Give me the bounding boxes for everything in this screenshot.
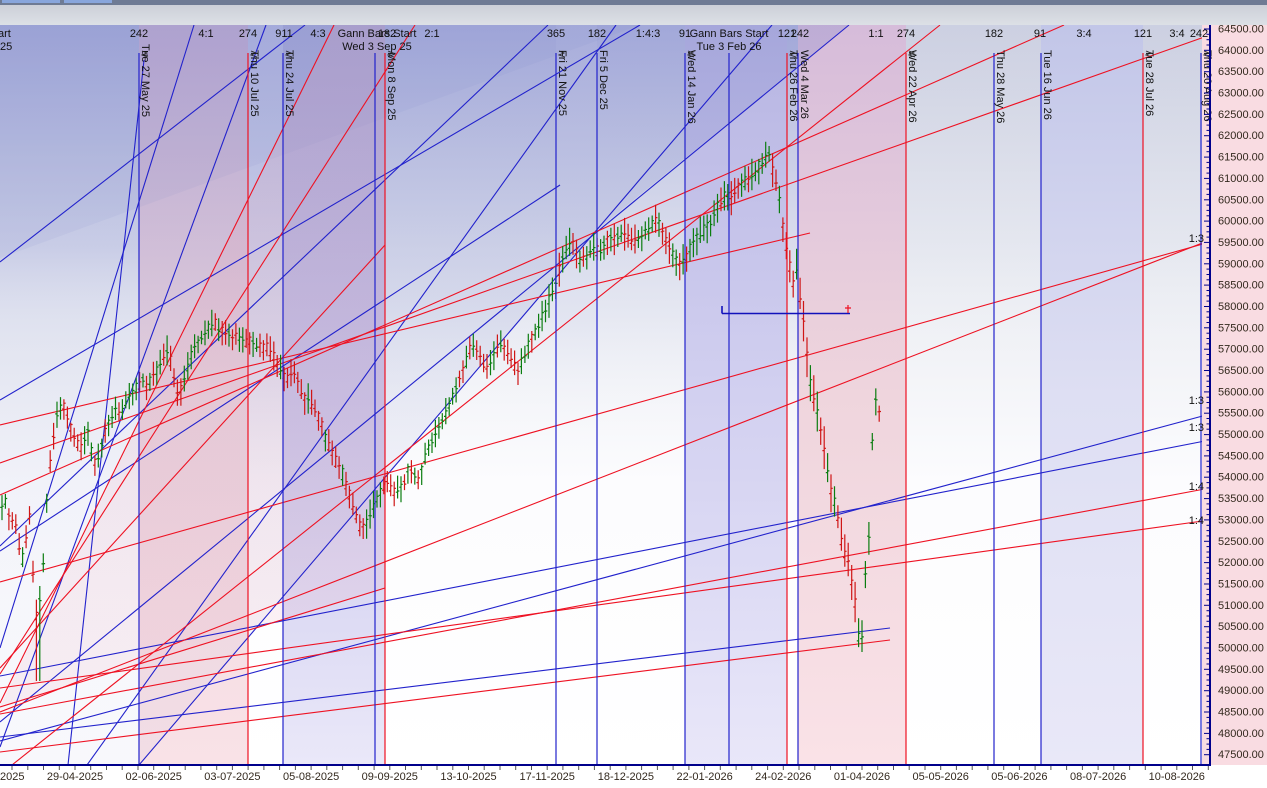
svg-text:62500.00: 62500.00	[1218, 109, 1264, 121]
svg-text:121: 121	[778, 28, 796, 40]
svg-text:48500.00: 48500.00	[1218, 707, 1264, 719]
svg-text:49000.00: 49000.00	[1218, 685, 1264, 697]
svg-text:18-12-2025: 18-12-2025	[598, 771, 654, 783]
svg-text:Wed 22 Apr 26: Wed 22 Apr 26	[906, 50, 918, 123]
svg-text:63000.00: 63000.00	[1218, 88, 1264, 100]
svg-text:50500.00: 50500.00	[1218, 621, 1264, 633]
svg-text:Tue 28 Jul 26: Tue 28 Jul 26	[1143, 50, 1155, 116]
svg-text:Mon 8 Sep 25: Mon 8 Sep 25	[385, 52, 397, 121]
svg-text:49500.00: 49500.00	[1218, 664, 1264, 676]
svg-text:182: 182	[378, 28, 396, 40]
svg-text:55000.00: 55000.00	[1218, 429, 1264, 441]
svg-text:365: 365	[547, 28, 565, 40]
svg-text:121: 121	[1134, 28, 1152, 40]
svg-text:182: 182	[588, 28, 606, 40]
svg-text:47500.00: 47500.00	[1218, 749, 1264, 761]
svg-text:91: 91	[679, 28, 691, 40]
svg-text:62000.00: 62000.00	[1218, 130, 1264, 142]
svg-text:08-07-2026: 08-07-2026	[1070, 771, 1126, 783]
svg-text:54000.00: 54000.00	[1218, 472, 1264, 484]
svg-text:57000.00: 57000.00	[1218, 344, 1264, 356]
svg-text:51500.00: 51500.00	[1218, 579, 1264, 591]
svg-text:1:3: 1:3	[1189, 422, 1204, 434]
svg-text:05-08-2025: 05-08-2025	[283, 771, 339, 783]
svg-text:3:4: 3:4	[1076, 28, 1091, 40]
svg-text:Tue 27 May 25: Tue 27 May 25	[139, 44, 151, 117]
svg-text:Gann Bars Start: Gann Bars Start	[338, 28, 417, 40]
svg-text:911: 911	[275, 28, 293, 40]
svg-text:3:4: 3:4	[1169, 28, 1184, 40]
svg-text:Tue 3 Feb 26: Tue 3 Feb 26	[696, 41, 761, 53]
svg-text:24-02-2026: 24-02-2026	[755, 771, 811, 783]
svg-text:Fri 21 Nov 25: Fri 21 Nov 25	[556, 50, 568, 116]
svg-text:53500.00: 53500.00	[1218, 493, 1264, 505]
svg-text:56000.00: 56000.00	[1218, 386, 1264, 398]
svg-text:1:3: 1:3	[1189, 233, 1204, 245]
svg-text:61000.00: 61000.00	[1218, 173, 1264, 185]
svg-text:Thu 28 May 26: Thu 28 May 26	[994, 50, 1006, 123]
svg-text:242: 242	[791, 28, 809, 40]
svg-text:05-05-2026: 05-05-2026	[913, 771, 969, 783]
svg-text:48000.00: 48000.00	[1218, 728, 1264, 740]
svg-text:03-07-2025: 03-07-2025	[204, 771, 260, 783]
svg-text:17-11-2025: 17-11-2025	[519, 771, 574, 783]
svg-text:Thu 26 Feb 26: Thu 26 Feb 26	[787, 50, 799, 122]
svg-text:59000.00: 59000.00	[1218, 258, 1264, 270]
svg-text:61500.00: 61500.00	[1218, 152, 1264, 164]
svg-text:1:1: 1:1	[868, 28, 883, 40]
svg-text:51000.00: 51000.00	[1218, 600, 1264, 612]
svg-text:55500.00: 55500.00	[1218, 408, 1264, 420]
svg-text:4:3: 4:3	[310, 28, 325, 40]
svg-text:59500.00: 59500.00	[1218, 237, 1264, 249]
svg-text:57500.00: 57500.00	[1218, 322, 1264, 334]
svg-text:Gann Bars Start: Gann Bars Start	[690, 28, 769, 40]
svg-text:1:3: 1:3	[1189, 395, 1204, 407]
svg-text:09-09-2025: 09-09-2025	[362, 771, 418, 783]
svg-text:1:4:3: 1:4:3	[636, 28, 660, 40]
svg-text:13-10-2025: 13-10-2025	[440, 771, 496, 783]
svg-text:Thu 10 Jul 25: Thu 10 Jul 25	[248, 50, 260, 117]
svg-text:64000.00: 64000.00	[1218, 45, 1264, 57]
svg-text:182: 182	[985, 28, 1003, 40]
svg-text:52000.00: 52000.00	[1218, 557, 1264, 569]
svg-text:56500.00: 56500.00	[1218, 365, 1264, 377]
svg-text:63500.00: 63500.00	[1218, 66, 1264, 78]
svg-text:60500.00: 60500.00	[1218, 194, 1264, 206]
svg-text:242: 242	[130, 28, 148, 40]
svg-text:Wed 4 Mar 26: Wed 4 Mar 26	[798, 50, 810, 119]
svg-text:64500.00: 64500.00	[1218, 24, 1264, 36]
svg-text:1:4: 1:4	[1189, 481, 1204, 493]
svg-text:02-06-2025: 02-06-2025	[126, 771, 182, 783]
svg-text:1:4: 1:4	[1189, 515, 1204, 527]
svg-text:274: 274	[897, 28, 915, 40]
svg-text:23-03-2025: 23-03-2025	[0, 771, 24, 783]
svg-text:29-04-2025: 29-04-2025	[47, 771, 103, 783]
svg-text:242: 242	[1190, 28, 1208, 40]
svg-text:91: 91	[1034, 28, 1046, 40]
svg-text:54500.00: 54500.00	[1218, 450, 1264, 462]
svg-text:25: 25	[0, 41, 12, 53]
svg-text:10-08-2026: 10-08-2026	[1149, 771, 1205, 783]
svg-text:Wed 14 Jan 26: Wed 14 Jan 26	[685, 50, 697, 124]
svg-text:4:1: 4:1	[198, 28, 213, 40]
svg-text:274: 274	[239, 28, 257, 40]
svg-text:01-04-2026: 01-04-2026	[834, 771, 890, 783]
svg-text:50000.00: 50000.00	[1218, 643, 1264, 655]
svg-text:Fri 5 Dec 25: Fri 5 Dec 25	[597, 50, 609, 110]
svg-text:Thu 24 Jul 25: Thu 24 Jul 25	[283, 50, 295, 117]
svg-text:53000.00: 53000.00	[1218, 514, 1264, 526]
svg-text:22-01-2026: 22-01-2026	[676, 771, 732, 783]
svg-text:2:1: 2:1	[424, 28, 439, 40]
svg-text:52500.00: 52500.00	[1218, 536, 1264, 548]
svg-text:05-06-2026: 05-06-2026	[991, 771, 1047, 783]
svg-text:Wed 3 Sep 25: Wed 3 Sep 25	[342, 41, 412, 53]
svg-text:58000.00: 58000.00	[1218, 301, 1264, 313]
svg-text:Tue 16 Jun 26: Tue 16 Jun 26	[1041, 50, 1053, 120]
svg-text:58500.00: 58500.00	[1218, 280, 1264, 292]
svg-text:art: art	[0, 28, 11, 40]
svg-text:60000.00: 60000.00	[1218, 216, 1264, 228]
